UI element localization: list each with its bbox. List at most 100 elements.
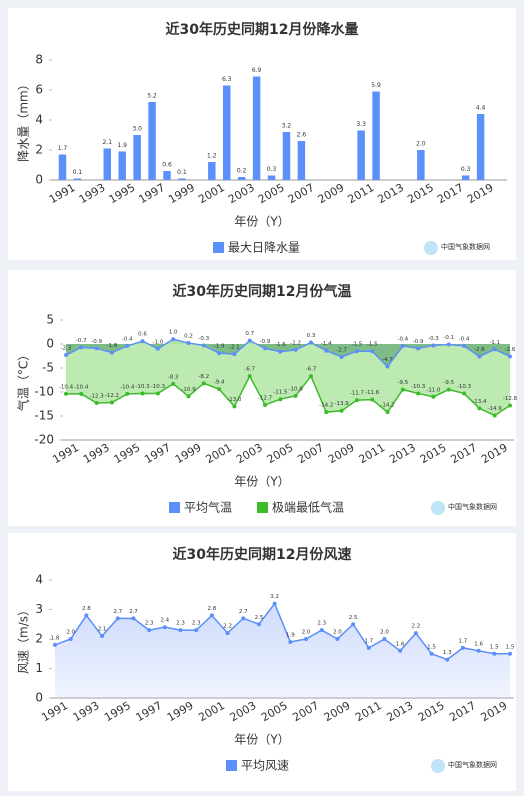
y-tick-label: 0	[35, 173, 43, 187]
value-label: -1.0	[152, 339, 163, 345]
value-label: 0.2	[237, 168, 247, 175]
value-label: 1.3	[443, 650, 452, 656]
y-tick-label: -10	[34, 385, 54, 399]
value-label: 2.3	[176, 621, 185, 627]
bar	[372, 91, 380, 180]
value-label: -0.4	[397, 336, 408, 342]
point	[94, 401, 99, 406]
value-label: -13.0	[227, 397, 242, 403]
point	[194, 628, 199, 633]
value-label: 1.9	[286, 632, 295, 638]
point	[324, 410, 329, 415]
point	[413, 631, 418, 636]
value-label: 0.1	[177, 169, 187, 176]
bar	[58, 154, 67, 180]
point	[131, 616, 136, 621]
bar	[297, 141, 306, 180]
point	[201, 343, 206, 348]
bar	[417, 150, 425, 180]
bar	[252, 76, 261, 180]
point	[79, 345, 84, 350]
point	[125, 391, 130, 396]
y-tick-label: -15	[34, 409, 54, 423]
value-label: 3.2	[282, 123, 292, 130]
value-label: 1.2	[207, 153, 217, 160]
value-label: -1.9	[214, 344, 225, 350]
point	[431, 343, 436, 348]
y-tick-label: -5	[42, 361, 54, 375]
value-label: -9.5	[443, 380, 454, 386]
point	[247, 338, 252, 343]
point	[339, 408, 344, 413]
point	[94, 346, 99, 351]
point	[109, 350, 114, 355]
point	[140, 339, 145, 344]
point	[460, 645, 465, 650]
value-label: -10.8	[289, 386, 304, 392]
value-label: 0.3	[307, 333, 316, 339]
value-label: 2.0	[380, 630, 389, 636]
value-label: 1.6	[396, 641, 405, 647]
y-axis-label: 气温（°C）	[16, 349, 31, 411]
value-label: -11.7	[350, 391, 365, 397]
value-label: -10.4	[120, 384, 135, 390]
value-label: 3.2	[270, 594, 279, 600]
point	[416, 391, 421, 396]
value-label: 5.2	[147, 93, 157, 100]
point	[308, 340, 313, 345]
legend-swatch	[169, 502, 180, 513]
point	[232, 352, 237, 357]
logo-icon	[424, 241, 438, 255]
point	[263, 402, 268, 407]
logo-text: 中国气象数据网	[448, 502, 497, 511]
value-label: -6.7	[306, 367, 317, 373]
y-tick-label: 2	[35, 632, 43, 646]
value-label: -2.7	[336, 347, 347, 353]
point	[370, 349, 375, 354]
point	[171, 381, 176, 386]
point	[186, 341, 191, 346]
value-label: 0.3	[267, 166, 277, 173]
value-label: 1.7	[58, 145, 68, 152]
point	[492, 651, 497, 656]
value-label: -11.6	[365, 390, 380, 396]
value-label: 1.5	[506, 644, 515, 650]
point	[68, 637, 73, 641]
point	[186, 394, 191, 399]
value-label: 2.6	[297, 132, 307, 139]
point	[162, 625, 167, 630]
point	[382, 637, 387, 641]
point	[217, 351, 222, 356]
value-label: -0.7	[76, 338, 87, 344]
value-label: 1.5	[427, 644, 436, 650]
point	[278, 397, 283, 402]
value-label: 3.3	[356, 121, 366, 128]
y-tick-label: 3	[35, 602, 43, 616]
value-label: -1.8	[107, 343, 118, 349]
value-label: 2.0	[333, 630, 342, 636]
y-tick-label: 0	[35, 691, 43, 705]
point	[64, 353, 68, 358]
y-tick-label: 8	[35, 53, 43, 67]
area	[66, 339, 510, 416]
point	[492, 413, 497, 418]
bar	[237, 177, 246, 180]
point	[462, 343, 467, 348]
point	[370, 397, 375, 402]
value-label: -0.9	[260, 339, 271, 345]
point	[241, 616, 246, 621]
y-axis-label: 风速（m/s）	[17, 604, 31, 674]
value-label: 2.8	[208, 606, 217, 612]
value-label: 0.1	[73, 169, 83, 176]
value-label: 2.5	[349, 615, 358, 621]
y-axis-label: 降水量（mm）	[17, 78, 31, 161]
point	[217, 387, 222, 392]
bar	[476, 114, 485, 180]
point	[247, 374, 252, 379]
value-label: -12.8	[503, 396, 518, 402]
y-tick-label: 1	[35, 661, 43, 675]
legend-label: 平均风速	[241, 759, 289, 773]
value-label: -10.3	[457, 384, 472, 390]
value-label: -1.6	[275, 342, 286, 348]
